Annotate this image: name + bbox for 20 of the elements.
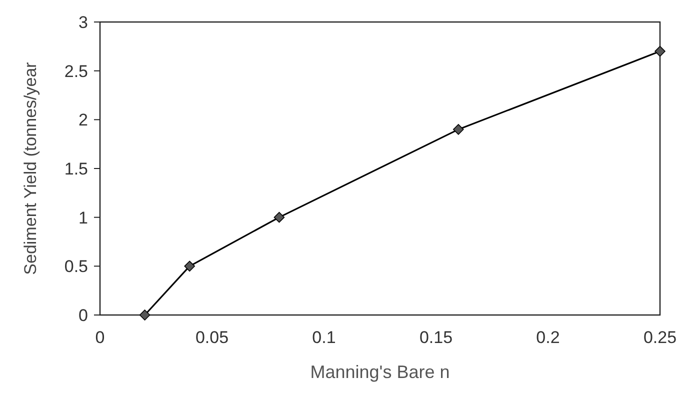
x-tick-label: 0.1 bbox=[312, 328, 336, 347]
y-tick-label: 2 bbox=[78, 110, 88, 130]
point bbox=[654, 46, 666, 57]
y-tick-label: 1.5 bbox=[64, 159, 88, 178]
y-tick-label: 3 bbox=[78, 12, 88, 32]
point bbox=[274, 212, 285, 223]
point bbox=[453, 124, 464, 135]
y-tick-label: 1 bbox=[78, 208, 88, 228]
x-tick-label: 0.2 bbox=[536, 328, 560, 347]
y-tick-label: 0.5 bbox=[64, 257, 88, 276]
y-tick-label: 2.5 bbox=[64, 62, 88, 81]
y-axis-title: Sediment Yield (tonnes/year bbox=[21, 62, 40, 275]
y-tick-label: 0 bbox=[78, 306, 88, 325]
x-tick-label: 0 bbox=[95, 328, 105, 347]
point bbox=[139, 310, 150, 320]
x-tick-label: 0.25 bbox=[643, 328, 677, 347]
point bbox=[184, 260, 195, 272]
x-tick-label: 0.05 bbox=[195, 328, 229, 347]
x-axis-title: Manning's Bare n bbox=[310, 362, 450, 382]
x-tick-label: 0.15 bbox=[419, 328, 453, 347]
